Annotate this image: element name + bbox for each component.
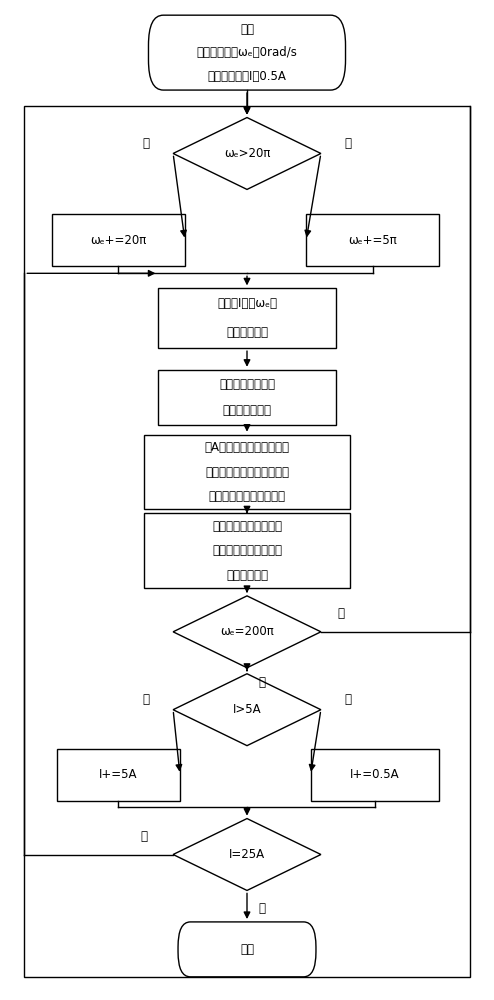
Polygon shape [173,819,321,890]
Text: 令初始角速度ωₑ为0rad/s: 令初始角速度ωₑ为0rad/s [197,46,297,59]
Text: I+=5A: I+=5A [99,768,138,781]
Text: 相固定坐标系下: 相固定坐标系下 [222,404,272,417]
Text: ωₑ=200π: ωₑ=200π [220,625,274,638]
Text: ωₑ>20π: ωₑ>20π [224,147,270,160]
Text: ωₑ+=5π: ωₑ+=5π [348,234,397,247]
FancyBboxPatch shape [178,922,316,977]
Text: I>5A: I>5A [233,703,261,716]
Polygon shape [173,596,321,668]
Bar [52,214,185,266]
Text: 否: 否 [344,693,352,706]
Bar [144,435,350,509]
Text: 是: 是 [258,676,265,689]
Text: 注入旋转电流: 注入旋转电流 [226,326,268,339]
Text: 是: 是 [258,902,265,915]
Text: 以当前I値与ωₑ値: 以当前I値与ωₑ値 [217,297,277,310]
Bar [57,749,180,801]
Text: 容填入查询表: 容填入查询表 [226,569,268,582]
Text: 否: 否 [140,830,147,843]
Bar [311,749,439,801]
Text: 是: 是 [142,137,150,150]
Bar [24,106,470,977]
Polygon shape [173,118,321,189]
Bar [306,214,439,266]
Text: 开始: 开始 [240,23,254,36]
Polygon shape [173,674,321,746]
Text: 系数作为相应工作点内: 系数作为相应工作点内 [212,544,282,557]
Text: 初始电流幅値I为0.5A: 初始电流幅値I为0.5A [207,70,287,83]
FancyBboxPatch shape [149,15,345,90]
Text: 否: 否 [337,607,344,620]
Text: 将A相补偿値分别乘以对应: 将A相补偿値分别乘以对应 [205,441,289,454]
Text: I=25A: I=25A [229,848,265,861]
Bar [159,288,335,348]
Text: ωₑ+=20π: ωₑ+=20π [90,234,147,247]
Text: 否: 否 [344,137,352,150]
Text: 将补偿値折算至三: 将补偿値折算至三 [219,378,275,391]
Text: 是: 是 [142,693,150,706]
Text: 得到相应谐波分量的系数: 得到相应谐波分量的系数 [208,490,286,503]
Bar [159,370,335,425]
Text: I+=0.5A: I+=0.5A [350,768,400,781]
Text: 以计算出的各谐波分量: 以计算出的各谐波分量 [212,520,282,533]
Text: 结束: 结束 [240,943,254,956]
Text: 次谐波并累加至一个周期，: 次谐波并累加至一个周期， [205,466,289,479]
Bar [144,513,350,588]
